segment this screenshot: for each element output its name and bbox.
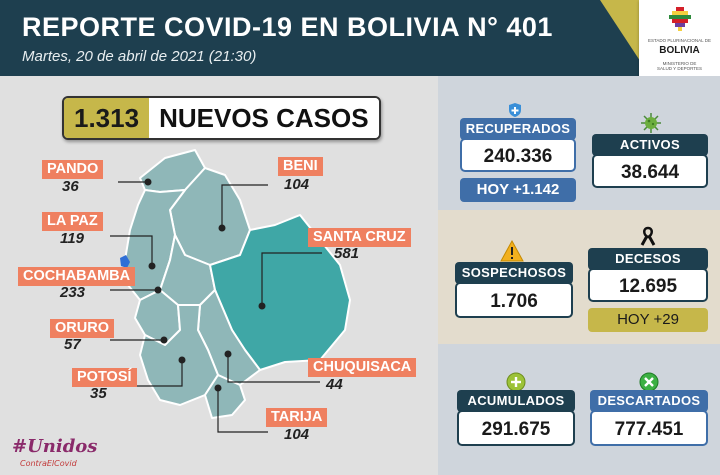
x-circle-icon: [639, 372, 659, 392]
logo-ministry-line1: MINISTERIO DE: [662, 61, 697, 66]
logo-country: BOLIVIA: [659, 45, 700, 56]
new-cases-label: NUEVOS CASOS: [149, 98, 379, 138]
report-date: Martes, 20 de abril de 2021 (21:30): [22, 48, 257, 65]
suspected-value: 1.706: [455, 282, 573, 318]
deaths-value: 12.695: [588, 268, 708, 302]
medical-shield-icon: [509, 103, 521, 117]
suspected-label: SOSPECHOSOS: [455, 262, 573, 284]
coat-of-arms-icon: [669, 7, 691, 31]
dept-label-potosi: POTOSÍ: [72, 368, 137, 387]
dept-cases-pando: 36: [62, 178, 79, 195]
lake-titicaca: [120, 255, 130, 268]
dept-label-santa-cruz: SANTA CRUZ: [308, 228, 411, 247]
dept-label-la-paz: LA PAZ: [42, 212, 103, 231]
dept-cases-oruro: 57: [64, 336, 81, 353]
unidos-campaign-logo: #Unidos ContraElCovid: [12, 436, 97, 468]
dept-cases-chuquisaca: 44: [326, 376, 343, 393]
dept-cases-beni: 104: [284, 176, 310, 193]
discarded-value: 777.451: [590, 410, 708, 446]
map-region-tarija: [204, 374, 246, 419]
active-value: 38.644: [592, 154, 708, 188]
plus-circle-icon: [506, 372, 526, 392]
active-label: ACTIVOS: [592, 134, 708, 156]
virus-icon: [641, 113, 661, 133]
bolivia-map: [110, 149, 351, 433]
logo-top-text: ESTADO PLURINACIONAL DE: [647, 38, 711, 43]
campaign-line2: ContraElCovid: [20, 459, 78, 468]
map-region-potosi: [139, 304, 219, 406]
dept-label-pando: PANDO: [42, 160, 104, 179]
discarded-label: DESCARTADOS: [590, 390, 708, 412]
dept-cases-santa-cruz: 581: [334, 245, 360, 262]
dept-label-tarija: TARIJA: [266, 408, 328, 427]
dept-label-beni: BENI: [278, 157, 323, 176]
mourning-ribbon-icon: [640, 226, 656, 246]
dept-label-chuquisaca: CHUQUISACA: [308, 358, 417, 377]
report-title: REPORTE COVID-19 EN BOLIVIA N° 401: [22, 12, 553, 42]
accumulated-label: ACUMULADOS: [457, 390, 575, 412]
deaths-today: HOY +29: [588, 308, 708, 332]
recovered-label: RECUPERADOS: [460, 118, 576, 140]
campaign-line1: #Unidos: [12, 436, 97, 457]
accumulated-value: 291.675: [457, 410, 575, 446]
dept-cases-tarija: 104: [284, 426, 310, 443]
logo-ministry-line2: SALUD Y DEPORTES: [656, 66, 703, 71]
dept-cases-cochabamba: 233: [60, 284, 86, 301]
new-cases-banner: 1.313 NUEVOS CASOS: [62, 96, 381, 140]
new-cases-value: 1.313: [64, 98, 150, 138]
deaths-label: DECESOS: [588, 248, 708, 270]
warning-icon: [500, 240, 524, 262]
dept-label-cochabamba: COCHABAMBA: [18, 267, 136, 286]
recovered-value: 240.336: [460, 138, 576, 172]
dept-cases-potosi: 35: [90, 385, 107, 402]
recovered-today: HOY +1.142: [460, 178, 576, 202]
dept-cases-la-paz: 119: [60, 230, 84, 247]
dept-label-oruro: ORURO: [50, 319, 114, 338]
header-bar: [0, 0, 640, 76]
